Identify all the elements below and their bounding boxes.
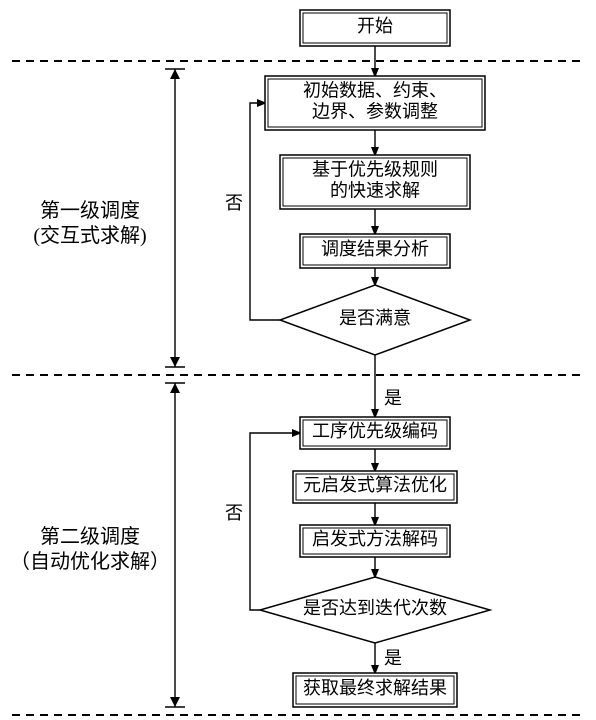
flow-node-satisfy: 是否满意 (280, 285, 470, 355)
section-bracket (165, 383, 185, 707)
brackets-layer (165, 69, 185, 707)
flow-node-priority: 基于优先级规则的快速求解 (280, 155, 470, 209)
flow-edge (250, 433, 300, 610)
edge-label: 否 (225, 503, 243, 523)
node-label: 工序优先级编码 (312, 421, 438, 441)
flow-node-init: 初始数据、约束、边界、参数调整 (265, 76, 485, 130)
edges-layer (250, 46, 375, 673)
flow-node-start: 开始 (300, 10, 450, 46)
edge-label: 是 (384, 388, 402, 408)
node-label: 是否达到迭代次数 (303, 598, 447, 618)
section-label: 第二级调度（自动优化求解） (10, 525, 170, 573)
flow-edge (250, 103, 280, 320)
node-label: 元启发式算法优化 (303, 475, 447, 495)
flow-node-encode: 工序优先级编码 (300, 417, 450, 449)
edge-label: 否 (225, 193, 243, 213)
flow-node-result: 获取最终求解结果 (293, 673, 457, 707)
node-label: 获取最终求解结果 (303, 678, 447, 698)
section-label: 第一级调度(交互式求解) (33, 199, 146, 247)
flow-node-decode: 启发式方法解码 (300, 525, 450, 557)
flow-node-analysis: 调度结果分析 (300, 234, 450, 268)
edge-label: 是 (384, 648, 402, 668)
node-label: 基于优先级规则的快速求解 (312, 160, 438, 201)
node-label: 启发式方法解码 (312, 529, 438, 549)
section-bracket (165, 69, 185, 367)
node-label: 开始 (357, 16, 393, 36)
node-label: 是否满意 (339, 308, 411, 328)
flow-node-iter: 是否达到迭代次数 (260, 577, 490, 643)
flow-node-meta: 元启发式算法优化 (293, 471, 457, 503)
node-label: 调度结果分析 (321, 239, 429, 259)
node-label: 初始数据、约束、边界、参数调整 (303, 81, 447, 122)
